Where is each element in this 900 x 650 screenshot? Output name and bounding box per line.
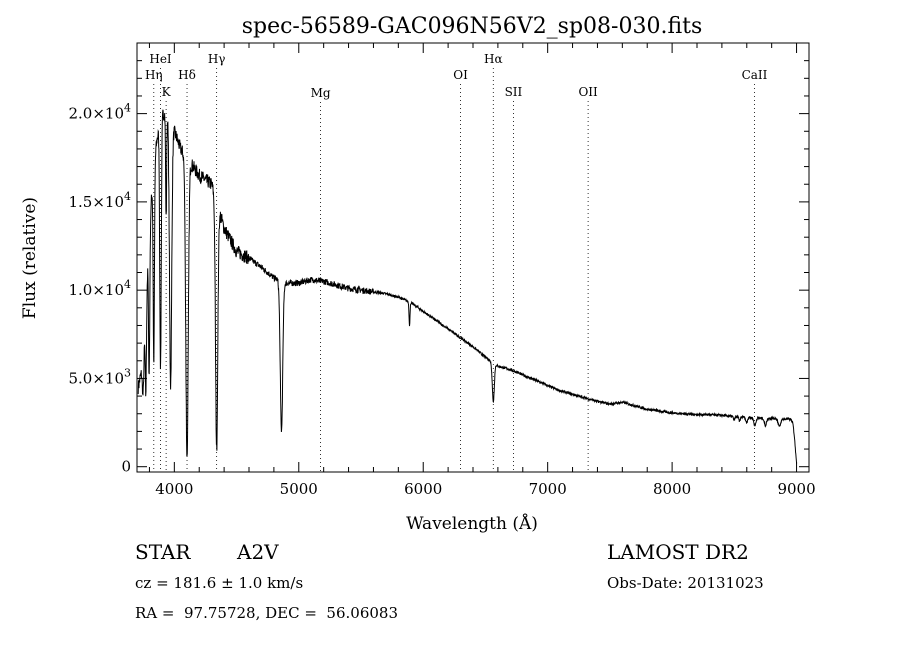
x-tick-label: 9000 xyxy=(777,480,815,498)
y-axis-label: Flux (relative) xyxy=(20,197,40,319)
y-tick-exponent: 3 xyxy=(124,366,131,379)
y-tick-mantissa: 0 xyxy=(121,458,131,476)
line-marker-label: Hη xyxy=(145,68,163,82)
y-tick-label: 2.0×104 xyxy=(68,102,131,123)
line-marker-label: Mg xyxy=(311,86,331,100)
spectral-class: A2V xyxy=(237,540,279,564)
y-tick-exponent: 4 xyxy=(124,102,131,115)
y-tick-mantissa: 1.0×10 xyxy=(68,281,124,299)
y-tick-label: 1.5×104 xyxy=(68,190,131,211)
line-marker-label: OII xyxy=(578,85,598,99)
y-tick-mantissa: 1.5×10 xyxy=(68,193,124,211)
x-tick-label: 7000 xyxy=(529,480,567,498)
x-tick-label: 6000 xyxy=(404,480,442,498)
x-axis-label: Wavelength (Å) xyxy=(406,513,538,534)
line-marker-label: HeI xyxy=(149,52,172,66)
y-tick-mantissa: 5.0×10 xyxy=(68,369,124,387)
y-tick-mantissa: 2.0×10 xyxy=(68,105,124,123)
y-tick-exponent: 4 xyxy=(124,190,131,203)
spectral-line-labels: HeI Hη Hδ Hγ K Mg OI Hα OII SII CaII xyxy=(145,52,768,100)
redshift-velocity: cz = 181.6 ± 1.0 km/s xyxy=(135,574,304,592)
line-marker-label: K xyxy=(162,85,172,99)
y-tick-label: 5.0×103 xyxy=(68,366,131,387)
line-marker-label: OI xyxy=(453,68,468,82)
y-tick-label: 1.0×104 xyxy=(68,278,131,299)
chart-title: spec-56589-GAC096N56V2_sp08-030.fits xyxy=(242,14,703,39)
spectral-line-markers xyxy=(153,68,755,472)
line-marker-label: CaII xyxy=(742,68,768,82)
line-marker-label: Hγ xyxy=(208,52,226,66)
object-type: STAR xyxy=(135,540,191,564)
plot-frame xyxy=(136,42,810,473)
observation-date: Obs-Date: 20131023 xyxy=(607,574,764,592)
line-marker-label: Hδ xyxy=(178,68,196,82)
x-tick-label: 8000 xyxy=(653,480,691,498)
line-marker-label: Hα xyxy=(484,52,503,66)
survey-name: LAMOST DR2 xyxy=(607,540,749,564)
x-tick-label: 5000 xyxy=(280,480,318,498)
coordinates: RA = 97.75728, DEC = 56.06083 xyxy=(135,604,399,622)
line-marker-label: SII xyxy=(505,85,523,99)
x-tick-label: 4000 xyxy=(155,480,193,498)
x-axis: 4000 5000 6000 7000 8000 9000 xyxy=(148,43,816,498)
y-tick-exponent: 4 xyxy=(124,278,131,291)
y-tick-label: 0 xyxy=(121,458,131,476)
spectrum-line xyxy=(137,109,798,464)
